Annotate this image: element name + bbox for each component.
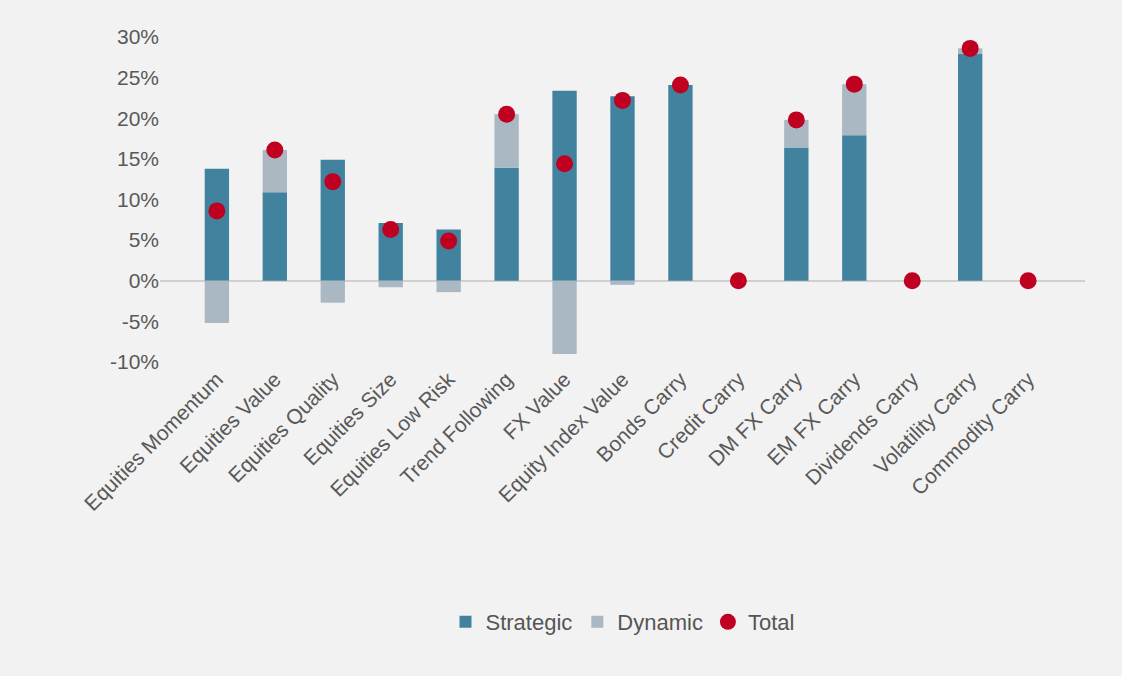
svg-text:Total: Total (748, 610, 794, 635)
svg-text:-5%: -5% (122, 310, 159, 333)
svg-text:EM FX Carry: EM FX Carry (762, 367, 864, 469)
svg-text:Equity Index Value: Equity Index Value (494, 367, 633, 506)
svg-text:Credit Carry: Credit Carry (652, 367, 749, 464)
svg-text:Equities Value: Equities Value (175, 367, 285, 477)
svg-text:Trend Following: Trend Following (396, 367, 517, 488)
svg-text:Equities Momentum: Equities Momentum (80, 367, 227, 514)
svg-text:Bonds Carry: Bonds Carry (592, 367, 691, 466)
svg-text:25%: 25% (117, 66, 159, 89)
svg-text:Equities Size: Equities Size (299, 367, 401, 469)
svg-text:0%: 0% (129, 269, 159, 292)
svg-text:10%: 10% (117, 188, 159, 211)
svg-text:FX Value: FX Value (499, 367, 575, 443)
svg-text:Strategic: Strategic (486, 610, 573, 635)
svg-text:DM FX Carry: DM FX Carry (704, 367, 807, 470)
svg-text:Dynamic: Dynamic (617, 610, 703, 635)
svg-text:Dividends Carry: Dividends Carry (801, 367, 923, 489)
svg-text:20%: 20% (117, 107, 159, 130)
svg-text:15%: 15% (117, 147, 159, 170)
svg-text:-10%: -10% (110, 350, 159, 373)
svg-text:Equities Quality: Equities Quality (224, 367, 344, 487)
svg-text:Volatility Carry: Volatility Carry (869, 367, 981, 479)
svg-text:5%: 5% (129, 228, 159, 251)
svg-text:Commodity Carry: Commodity Carry (907, 367, 1039, 499)
svg-text:Equities Low Risk: Equities Low Risk (325, 367, 459, 501)
svg-text:30%: 30% (117, 25, 159, 48)
